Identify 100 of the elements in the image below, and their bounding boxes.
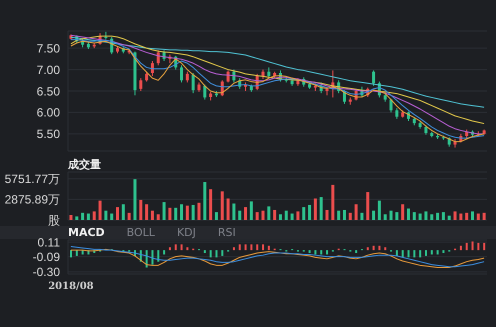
bar [482, 212, 486, 220]
bar [436, 212, 440, 220]
bar [210, 250, 212, 258]
bar [256, 244, 258, 250]
bar [442, 212, 445, 220]
candlestick [180, 64, 184, 83]
candlestick [139, 78, 142, 92]
bar [180, 204, 184, 220]
bar [180, 244, 183, 250]
bar [192, 204, 195, 220]
bar [320, 197, 323, 220]
bar [477, 242, 480, 250]
bar [162, 202, 166, 220]
bar [413, 250, 416, 258]
y-tick-label: 0.11 [38, 235, 60, 250]
bar [186, 247, 188, 250]
bar [476, 214, 480, 220]
bar [308, 204, 312, 220]
bar [262, 244, 264, 250]
bar [296, 211, 300, 220]
bar [390, 210, 393, 220]
bar [342, 210, 346, 220]
bar [454, 211, 457, 220]
y-tick-label: 7.50 [36, 41, 60, 56]
bar [331, 184, 334, 220]
bar [139, 200, 142, 220]
y-tick-label: 5751.77万 [4, 172, 60, 186]
candlestick [192, 72, 195, 94]
bar [232, 204, 236, 220]
candlestick [203, 84, 206, 100]
x-tick-label: 2018/08 [48, 281, 94, 292]
bar [302, 207, 306, 220]
bar [408, 250, 410, 258]
bar [86, 214, 90, 220]
bar [238, 210, 242, 220]
line-series [70, 36, 485, 108]
bar [402, 250, 404, 258]
y-tick-label: 2875.89万 [4, 192, 60, 207]
bar [430, 214, 434, 220]
bar [238, 244, 241, 250]
bar [186, 206, 189, 220]
bar [214, 212, 218, 220]
bar [70, 250, 72, 258]
bar [209, 189, 212, 220]
candlestick [150, 60, 154, 76]
candlestick [145, 71, 148, 82]
bar [267, 206, 270, 220]
bar [268, 246, 270, 250]
bar [366, 192, 370, 220]
bar [401, 204, 404, 220]
bar [424, 250, 427, 256]
bar [232, 247, 235, 250]
bar [465, 212, 468, 220]
candlestick [424, 124, 428, 136]
bar [308, 250, 311, 254]
bar [244, 244, 247, 250]
bar [98, 200, 102, 220]
bar [406, 208, 410, 220]
bar [256, 212, 259, 220]
bar [92, 211, 96, 220]
bar [419, 250, 422, 258]
chart-title: 成交量 [68, 158, 101, 171]
y-tick-label: -0.30 [32, 265, 60, 280]
bar [326, 210, 329, 220]
text: BOLL [126, 226, 155, 239]
bar [273, 210, 276, 220]
bar [436, 250, 439, 254]
bar [116, 207, 120, 220]
bar [366, 247, 369, 250]
bar [337, 210, 340, 220]
bar [244, 207, 248, 220]
bar [384, 214, 387, 220]
bar [69, 214, 72, 220]
bar [326, 250, 328, 254]
bar [76, 250, 78, 256]
bar [320, 250, 322, 254]
bar [128, 212, 131, 220]
bar [378, 200, 381, 220]
bar [372, 210, 376, 220]
bar [133, 179, 136, 220]
candlestick [372, 70, 376, 86]
bar [396, 250, 398, 256]
bar [483, 242, 486, 250]
bar [348, 212, 352, 220]
bar [151, 250, 154, 265]
bar [472, 241, 474, 250]
bar [378, 246, 380, 250]
y-tick-label: 7.00 [36, 62, 60, 77]
bar [360, 212, 364, 220]
bar [466, 242, 468, 250]
candlestick [197, 82, 200, 92]
bar [203, 182, 206, 220]
bar [314, 198, 317, 220]
candlestick [186, 71, 189, 83]
bar [104, 210, 108, 220]
candlestick [261, 69, 264, 80]
bar [250, 201, 253, 220]
bar [168, 208, 172, 220]
bar [221, 250, 224, 256]
bar [355, 250, 358, 254]
